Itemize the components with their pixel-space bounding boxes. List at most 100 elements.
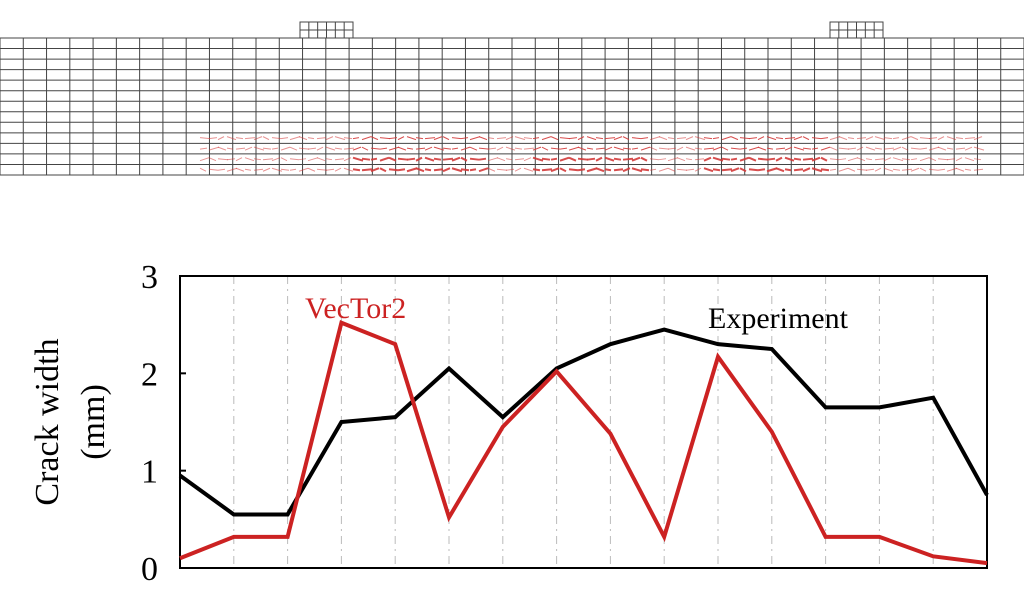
crack-mark (406, 136, 417, 141)
crack-mark (937, 146, 947, 151)
crack-mark (946, 136, 957, 141)
crack-mark (226, 147, 234, 150)
crack-mark (370, 157, 378, 161)
crack-mark (901, 136, 912, 141)
crack-mark (784, 168, 792, 172)
crack-mark (541, 157, 551, 161)
crack-mark (334, 136, 346, 141)
crack-mark (892, 157, 904, 162)
crack-mark (811, 137, 822, 140)
crack-mark (955, 167, 965, 172)
crack-mark (874, 136, 886, 141)
crack-mark (802, 157, 814, 161)
crack-mark (775, 167, 785, 173)
crack-mark (712, 156, 724, 162)
crack-mark (784, 146, 793, 151)
crack-mark (334, 147, 343, 150)
crack-mark (289, 158, 300, 161)
crack-mark (838, 136, 848, 141)
crack-mark (856, 157, 866, 162)
crack-mark (703, 167, 714, 173)
y-axis-ticks: 0 1 2 3 (141, 259, 186, 588)
crack-mark (937, 158, 949, 161)
crack-mark (550, 136, 559, 141)
crack-mark (559, 147, 568, 150)
crack-mark (595, 147, 606, 150)
crack-mark (361, 157, 371, 161)
crack-mark (271, 167, 283, 172)
series-layer (178, 320, 989, 566)
crack-mark (883, 157, 892, 162)
crack-mark (208, 146, 220, 151)
crack-mark (856, 168, 868, 171)
crack-mark (793, 168, 804, 172)
crack-mark (640, 156, 648, 162)
crack-mark (478, 136, 488, 141)
crack-mark (757, 168, 766, 172)
crack-mark (685, 168, 695, 171)
crack-mark (865, 136, 874, 141)
crack-mark (694, 136, 706, 141)
crack-mark (910, 167, 920, 172)
crack-mark (928, 157, 937, 162)
crack-mark (667, 167, 676, 172)
crack-mark (919, 137, 931, 140)
crack-mark (613, 136, 623, 141)
crack-mark (973, 168, 984, 171)
crack-mark (901, 168, 913, 171)
crack-mark (937, 136, 945, 141)
crack-mark (703, 156, 712, 162)
crack-mark (541, 168, 553, 172)
crack-mark (532, 156, 544, 162)
crack-mark (811, 167, 823, 173)
crack-mark (604, 156, 615, 162)
crack-mark (361, 146, 369, 151)
crack-mark (649, 158, 660, 161)
crack-mark (244, 157, 255, 162)
crack-mark (424, 168, 432, 172)
crack-mark (676, 157, 686, 162)
crack-mark (568, 146, 580, 151)
crack-mark (928, 146, 940, 151)
crack-mark (235, 147, 246, 150)
crack-mark (856, 146, 864, 151)
crack-mark (595, 156, 603, 162)
crack-mark (640, 137, 649, 140)
crack-mark (568, 137, 578, 140)
crack-mark (460, 146, 471, 151)
y-tick-label: 2 (141, 356, 158, 393)
crack-mark (667, 147, 677, 150)
crack-mark (595, 137, 604, 140)
crack-mark (235, 167, 245, 172)
crack-mark (802, 167, 811, 173)
crack-mark (631, 167, 643, 173)
crack-mark (766, 136, 777, 141)
series-label-experiment: Experiment (708, 302, 849, 335)
crack-mark (910, 136, 919, 141)
crack-mark (343, 147, 355, 150)
crack-mark (766, 167, 778, 173)
crack-mark (523, 147, 535, 150)
crack-mark (235, 137, 244, 140)
crack-mark (604, 168, 612, 172)
crack-mark (298, 136, 308, 141)
crack-mark (721, 157, 731, 161)
crack-mark (829, 168, 837, 171)
crack-mark (433, 157, 442, 161)
crack-mark (397, 136, 405, 141)
crack-mark (388, 168, 399, 172)
crack-mark (289, 146, 298, 151)
mesh-crack-pattern (199, 136, 985, 173)
crack-mark (451, 156, 461, 162)
crack-mark (568, 168, 579, 172)
crack-mark (973, 158, 982, 161)
crack-mark (838, 147, 850, 150)
crack-mark (208, 137, 218, 140)
crack-mark (469, 168, 477, 172)
crack-mark (550, 167, 560, 173)
crack-mark (271, 147, 279, 150)
crack-mark (577, 136, 585, 141)
crack-mark (748, 137, 758, 140)
crack-mark (748, 168, 759, 172)
crack-mark (658, 147, 670, 150)
